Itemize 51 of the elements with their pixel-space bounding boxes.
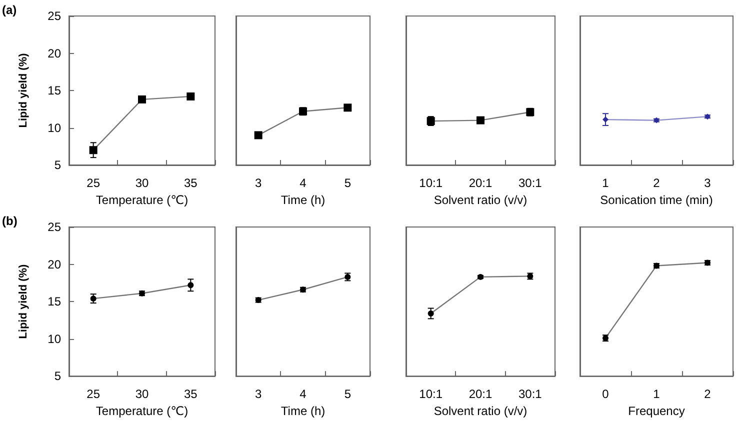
x-tick-label: 20:1 — [468, 387, 492, 402]
y-tick-label: 5 — [54, 369, 62, 384]
x-axis-title: Temperature (℃) — [96, 192, 188, 207]
x-tick-label: 10:1 — [419, 387, 443, 402]
x-tick-label: 5 — [344, 176, 352, 190]
x-tick-label: 30:1 — [518, 176, 542, 190]
point — [138, 95, 146, 104]
y-tick-label: 10 — [48, 120, 62, 135]
text: (a) — [2, 3, 17, 17]
y-axis-title: Lipid yield (%) — [18, 264, 30, 339]
x-tick-label: 4 — [300, 387, 307, 402]
x-tick-label: 30:1 — [518, 387, 542, 402]
x-tick-label: 3 — [254, 176, 262, 190]
x-axis-title: Frequency — [628, 404, 685, 418]
x-axis-title: Time (h) — [280, 404, 326, 418]
x-tick-label: 35 — [184, 387, 198, 402]
x-axis-title: Temperature (℃) — [96, 404, 188, 418]
x-axis-title: Solvent ratio (v/v) — [434, 404, 528, 418]
x-tick-label: 10:1 — [419, 176, 443, 190]
y-axis-title: Lipid yield (%) — [18, 52, 30, 128]
x-tick-label: 3 — [704, 176, 712, 190]
point — [188, 282, 194, 288]
y-tick-label: 5 — [54, 158, 62, 172]
x-tick-label: 25 — [86, 176, 100, 190]
x-tick-label: 1 — [602, 176, 610, 190]
x-tick-label: 30 — [135, 176, 149, 190]
x-tick-label: 2 — [704, 387, 712, 402]
y-tick-label: 25 — [48, 9, 62, 23]
y-tick-label: 20 — [48, 46, 62, 60]
point — [186, 92, 195, 100]
x-tick-label: 20:1 — [468, 176, 492, 190]
x-tick-label: 5 — [344, 387, 352, 402]
x-tick-label: 2 — [653, 176, 660, 190]
point — [90, 296, 96, 302]
x-axis-title: Solvent ratio (v/v) — [434, 192, 528, 207]
x-tick-label: 4 — [300, 176, 307, 190]
text: (b) — [2, 214, 18, 228]
y-tick-label: 25 — [48, 220, 62, 234]
x-axis-title: Sonication time (min) — [600, 192, 713, 207]
point — [89, 146, 98, 154]
y-tick-label: 15 — [48, 84, 62, 98]
x-tick-label: 0 — [602, 387, 610, 402]
x-tick-label: 1 — [653, 387, 660, 402]
y-tick-label: 20 — [48, 257, 62, 272]
x-tick-label: 25 — [86, 387, 100, 402]
x-tick-label: 30 — [135, 387, 149, 402]
x-axis-title: Time (h) — [280, 192, 326, 207]
x-tick-label: 35 — [184, 176, 198, 190]
y-tick-label: 10 — [48, 332, 62, 346]
y-tick-label: 15 — [48, 294, 62, 309]
x-tick-label: 3 — [254, 387, 262, 402]
